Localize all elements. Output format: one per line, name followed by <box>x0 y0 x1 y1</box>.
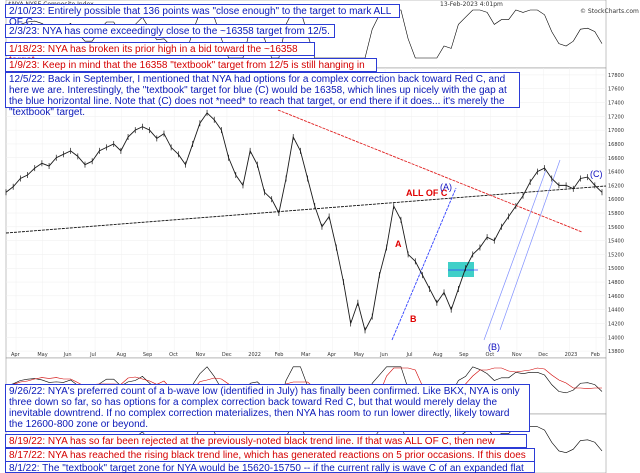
x-tick-label: Sep <box>459 352 468 358</box>
upper-indicator-line <box>5 9 603 59</box>
y-tick-label: 14800 <box>608 280 624 286</box>
note-9-26-22: 9/26/22: NYA's preferred count of a b-wa… <box>5 384 530 432</box>
x-tick-label: May <box>354 352 364 358</box>
x-tick-label: Feb <box>275 352 284 358</box>
x-tick-label: 2022 <box>248 352 261 358</box>
x-tick-label: Sep <box>143 352 152 358</box>
black-rising-trend-line <box>5 185 607 234</box>
note-8-19-22: 8/19/22: NYA has so far been rejected at… <box>5 434 527 458</box>
y-tick-label: 15600 <box>608 225 624 231</box>
y-tick-label: 14600 <box>608 294 624 300</box>
header-date: 13-Feb-2023 4:01pm <box>440 1 503 8</box>
y-tick-label: 15200 <box>608 252 624 258</box>
y-tick-label: 15800 <box>608 211 624 217</box>
y-tick-label: 17800 <box>608 73 624 79</box>
y-tick-label: 16000 <box>608 197 624 203</box>
x-axis: Apr May Jun Jul Aug Sep Oct Nov Dec 2022 Feb Mar Apr… <box>11 352 600 358</box>
x-tick-label: Aug <box>433 352 443 358</box>
wave-label-a-red: A <box>395 239 402 249</box>
note-12-5-22: 12/5/22: Back in September, I mentioned … <box>5 72 520 118</box>
note-1-9-23: 1/9/23: Keep in mind that the 16358 "tex… <box>5 58 377 82</box>
blue-melt-up-channel-lower <box>483 169 547 341</box>
x-tick-label: Mar <box>301 352 311 358</box>
x-tick-label: Oct <box>486 352 495 358</box>
note-2-3-23: 2/3/23: NYA has come exceedingly close t… <box>5 24 335 38</box>
price-line <box>5 112 603 332</box>
note-8-1-22: 8/1/22: The "textbook" target zone for N… <box>5 461 535 473</box>
note-1-18-23: 1/18/23: NYA has broken its prior high i… <box>5 42 315 66</box>
wave-label-a-blue: (A) <box>440 182 452 192</box>
x-tick-label: Apr <box>327 352 337 358</box>
y-tick-label: 16200 <box>608 183 624 189</box>
x-tick-label: Jun <box>63 352 72 358</box>
y-tick-label: 17000 <box>608 128 624 134</box>
wave-label-b-red: B <box>410 314 417 324</box>
x-tick-label: Jul <box>405 352 412 358</box>
blue-channel-line <box>391 187 457 341</box>
y-tick-label: 13800 <box>608 349 624 355</box>
x-tick-label: Dec <box>222 352 232 358</box>
x-tick-label: Jun <box>379 352 388 358</box>
y-tick-label: 17400 <box>608 101 624 107</box>
y-tick-label: 17200 <box>608 114 624 120</box>
header-brand: © StockCharts.com <box>580 8 639 15</box>
x-tick-label: Apr <box>11 352 21 358</box>
x-tick-label: Feb <box>591 352 600 358</box>
gap-zone <box>448 262 474 277</box>
wave-label-b-blue: (B) <box>488 342 500 352</box>
wave-label-c-blue: (C) <box>590 169 603 179</box>
blue-melt-up-channel-upper <box>499 159 561 331</box>
y-tick-label: 16400 <box>608 170 624 176</box>
x-tick-label: Oct <box>169 352 178 358</box>
note-2-10-23: 2/10/23: Entirely possible that 136 poin… <box>5 4 400 28</box>
y-tick-label: 16600 <box>608 156 624 162</box>
y-axis: 13800 14000 14200 14400 14600 14800 15000 15200… <box>608 73 624 355</box>
y-tick-label: 14000 <box>608 335 624 341</box>
red-falling-trend-line <box>277 109 583 233</box>
x-tick-label: 2023 <box>565 352 578 358</box>
x-tick-label: Aug <box>116 352 126 358</box>
x-tick-label: Dec <box>538 352 548 358</box>
y-tick-label: 17600 <box>608 87 624 93</box>
y-tick-label: 14200 <box>608 321 624 327</box>
x-tick-label: Nov <box>196 352 206 358</box>
y-tick-label: 16800 <box>608 142 624 148</box>
x-tick-label: Nov <box>512 352 522 358</box>
y-tick-label: 14400 <box>608 308 624 314</box>
y-tick-label: 15400 <box>608 239 624 245</box>
wave-label-all-of-c: ALL OF C <box>406 188 448 198</box>
x-tick-label: May <box>37 352 47 358</box>
x-tick-label: Jul <box>89 352 96 358</box>
y-tick-label: 15000 <box>608 266 624 272</box>
macd-line <box>5 366 603 406</box>
